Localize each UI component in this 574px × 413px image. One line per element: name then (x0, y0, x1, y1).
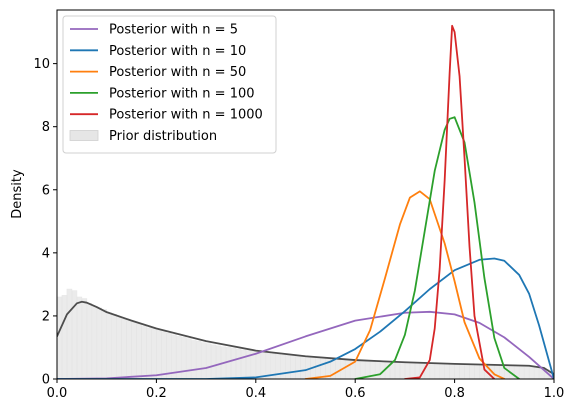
histogram-bar (414, 361, 421, 379)
y-tick-label: 8 (42, 120, 50, 135)
series-line (304, 190, 506, 379)
x-tick-label: 0.4 (245, 386, 266, 401)
y-tick-label: 4 (42, 246, 50, 261)
x-tick-label: 0.0 (47, 386, 68, 401)
histogram-bar (315, 357, 321, 379)
histogram-bar (404, 361, 411, 379)
histogram-bar (300, 356, 306, 379)
histogram-bar (215, 345, 222, 379)
legend-label: Prior distribution (109, 129, 217, 144)
y-axis: 0 2 4 6 8 10 (33, 57, 57, 388)
histogram-bar (91, 306, 98, 379)
histogram-bar (335, 358, 341, 379)
histogram-bar (141, 325, 147, 379)
series-line (57, 310, 554, 379)
histogram-bar (464, 363, 470, 379)
legend-label: Posterior with n = 50 (109, 65, 246, 80)
histogram-bar (166, 332, 172, 379)
legend-frame (62, 15, 277, 154)
histogram-bar (439, 362, 445, 379)
y-tick-label: 2 (42, 309, 50, 324)
histogram-bar (454, 363, 460, 379)
histogram-bar (111, 314, 117, 379)
histogram-bar (106, 312, 112, 379)
x-axis: 0.0 0.2 0.4 0.6 0.8 1.0 (47, 379, 565, 401)
histogram-bar (146, 327, 152, 379)
x-tick-label: 1.0 (544, 386, 565, 401)
histogram-bar (230, 347, 237, 379)
legend-swatch (69, 130, 99, 141)
histogram-bar (518, 365, 525, 379)
x-tick-label: 0.8 (444, 386, 465, 401)
histogram-bar (205, 343, 212, 379)
histogram-bar (444, 362, 450, 379)
histogram-bar (429, 362, 436, 379)
histogram-bar (295, 355, 301, 379)
histogram-bar (86, 303, 93, 379)
histogram-bar (255, 351, 262, 379)
histogram-bar (76, 296, 83, 379)
histogram-bar (61, 295, 68, 379)
histogram-bar (240, 349, 247, 379)
histogram-bar (434, 362, 440, 379)
histogram-bar (101, 309, 108, 379)
plot-frame (56, 9, 555, 380)
legend-label: Posterior with n = 100 (109, 86, 255, 101)
histogram-bar (384, 361, 391, 379)
histogram-bar (200, 342, 207, 379)
histogram-bar (180, 337, 187, 379)
histogram-bar (344, 359, 351, 379)
histogram-bar (409, 361, 416, 379)
histogram-bar (235, 348, 242, 379)
histogram-bar (66, 288, 73, 379)
series-line (404, 24, 496, 379)
y-axis-title: Density (10, 169, 25, 219)
histogram-bar (399, 361, 406, 379)
histogram-bar (359, 359, 366, 379)
histogram-bar (280, 354, 286, 379)
histogram-bar (121, 318, 127, 379)
histogram-bar (260, 352, 267, 379)
histogram-bar (57, 296, 63, 379)
legend-label: Posterior with n = 10 (109, 44, 246, 59)
histogram-bar (290, 355, 296, 379)
histogram-bar (528, 365, 535, 379)
y-tick-label: 0 (42, 373, 50, 388)
histogram-bar (151, 328, 157, 379)
histogram-bar (449, 363, 455, 379)
histogram-bar (210, 344, 217, 379)
histogram-bar (195, 340, 202, 379)
histogram-bar (126, 320, 132, 379)
histogram-bar (136, 323, 142, 379)
histogram-bar (285, 355, 291, 379)
y-tick-label: 6 (42, 183, 50, 198)
histogram-bar (394, 361, 401, 379)
histogram-bar (185, 338, 192, 379)
histogram-bar (469, 363, 475, 379)
x-tick-label: 0.6 (345, 386, 366, 401)
histogram-bar (116, 317, 122, 379)
y-tick-label: 10 (33, 57, 50, 72)
legend-label: Posterior with n = 5 (109, 23, 238, 38)
series-line (57, 257, 554, 379)
histogram-bar (354, 359, 361, 379)
histogram-bar (96, 307, 103, 379)
histogram-bar (81, 298, 88, 379)
legend-label: Posterior with n = 1000 (109, 108, 263, 123)
histogram-bar (523, 365, 530, 379)
histogram-bar (190, 340, 197, 379)
legend: Posterior with n = 5 Posterior with n = 1… (62, 15, 277, 154)
histogram-bar (225, 347, 232, 379)
histogram-bar (131, 321, 137, 379)
histogram-bar (156, 329, 162, 379)
histogram-bar (374, 360, 381, 379)
histogram-bar (161, 331, 167, 379)
histogram-bar (533, 366, 540, 379)
series-lines (57, 24, 554, 379)
x-tick-label: 0.2 (146, 386, 167, 401)
histogram-bar (474, 363, 480, 379)
histogram-bar (459, 363, 465, 379)
